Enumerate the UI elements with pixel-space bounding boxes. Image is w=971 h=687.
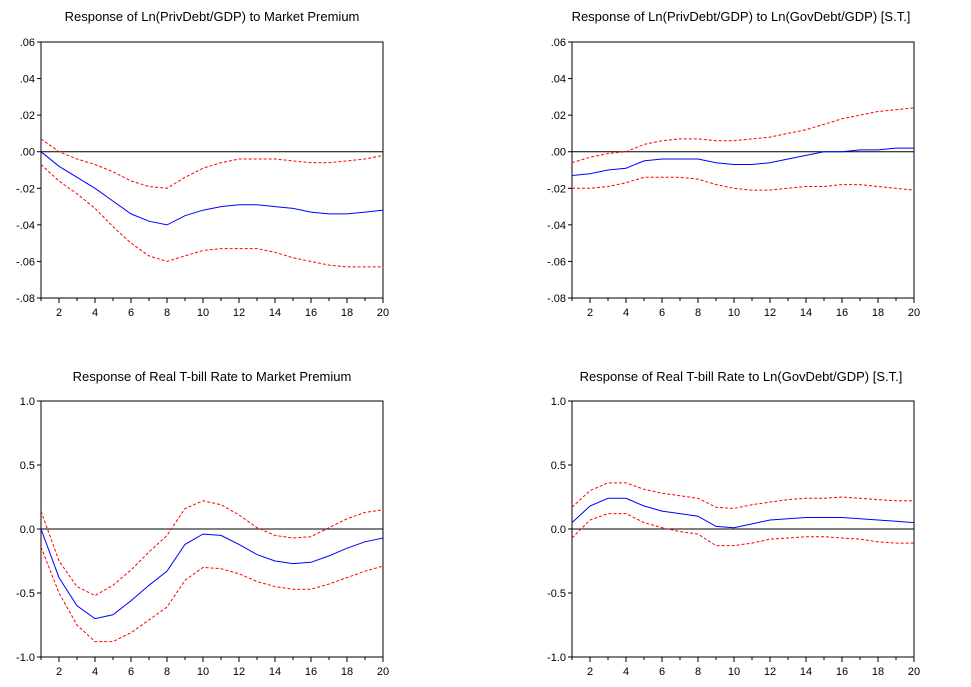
x-tick-label: 10 <box>728 666 740 678</box>
y-tick-label: 0.0 <box>20 524 35 536</box>
x-tick-label: 16 <box>836 666 848 678</box>
x-tick-label: 14 <box>269 307 281 319</box>
x-tick-label: 12 <box>233 307 245 319</box>
y-tick-label: -.08 <box>547 293 566 305</box>
x-tick-label: 18 <box>341 307 353 319</box>
y-tick-label: -.02 <box>547 183 566 195</box>
y-tick-label: .04 <box>551 74 566 86</box>
chart-panel-4: Response of Real T-bill Rate to Ln(GovDe… <box>547 369 920 678</box>
y-tick-label: -.08 <box>16 293 35 305</box>
x-tick-label: 2 <box>587 307 593 319</box>
y-tick-label: .02 <box>20 110 35 122</box>
chart-title: Response of Ln(PrivDebt/GDP) to Ln(GovDe… <box>572 9 911 24</box>
y-tick-label: -1.0 <box>547 652 566 664</box>
lower-band-line <box>40 164 383 268</box>
y-tick-label: .00 <box>20 147 35 159</box>
y-tick-label: .04 <box>20 74 35 86</box>
response-line <box>571 497 915 529</box>
x-tick-label: 16 <box>836 307 848 319</box>
response-line <box>571 147 914 176</box>
x-tick-label: 14 <box>800 307 812 319</box>
y-tick-label: 1.0 <box>551 396 566 408</box>
y-tick-label: 1.0 <box>20 396 35 408</box>
y-tick-label: -.04 <box>547 220 566 232</box>
x-tick-label: 6 <box>659 307 665 319</box>
x-tick-label: 12 <box>764 307 776 319</box>
y-tick-label: -.04 <box>16 220 35 232</box>
x-tick-label: 12 <box>764 666 776 678</box>
x-tick-label: 8 <box>164 307 170 319</box>
x-tick-label: 18 <box>872 666 884 678</box>
y-tick-label: .02 <box>551 110 566 122</box>
chart-title: Response of Real T-bill Rate to Ln(GovDe… <box>580 369 903 384</box>
x-tick-label: 6 <box>128 666 134 678</box>
x-tick-label: 8 <box>164 666 170 678</box>
x-tick-label: 8 <box>695 307 701 319</box>
x-tick-label: 10 <box>197 307 209 319</box>
chart-title: Response of Real T-bill Rate to Market P… <box>73 369 352 384</box>
y-tick-label: -.06 <box>16 256 35 268</box>
y-tick-label: -.06 <box>547 256 566 268</box>
x-tick-label: 16 <box>305 666 317 678</box>
y-tick-label: -0.5 <box>16 588 35 600</box>
x-tick-label: 10 <box>728 307 740 319</box>
lower-band-line <box>572 176 915 191</box>
x-tick-label: 20 <box>377 666 389 678</box>
y-tick-label: 0.5 <box>551 460 566 472</box>
x-tick-label: 2 <box>56 307 62 319</box>
y-tick-label: -.02 <box>16 183 35 195</box>
plot-frame <box>571 41 915 299</box>
y-tick-label: -1.0 <box>16 652 35 664</box>
upper-band-line <box>571 107 915 164</box>
response-line <box>40 528 384 620</box>
y-tick-label: 0.5 <box>20 460 35 472</box>
x-tick-label: 16 <box>305 307 317 319</box>
x-tick-label: 4 <box>92 307 98 319</box>
y-tick-label: 0.0 <box>551 524 566 536</box>
chart-panel-3: Response of Real T-bill Rate to Market P… <box>16 369 389 678</box>
response-line <box>40 151 384 226</box>
x-tick-label: 18 <box>872 307 884 319</box>
chart-title: Response of Ln(PrivDebt/GDP) to Market P… <box>65 9 360 24</box>
x-tick-label: 14 <box>800 666 812 678</box>
x-tick-label: 2 <box>56 666 62 678</box>
x-tick-label: 14 <box>269 666 281 678</box>
x-tick-label: 10 <box>197 666 209 678</box>
x-tick-label: 12 <box>233 666 245 678</box>
x-tick-label: 20 <box>377 307 389 319</box>
x-tick-label: 6 <box>659 666 665 678</box>
y-tick-label: .06 <box>551 37 566 49</box>
x-tick-label: 8 <box>695 666 701 678</box>
x-tick-label: 6 <box>128 307 134 319</box>
x-tick-label: 4 <box>623 307 629 319</box>
x-tick-label: 4 <box>623 666 629 678</box>
upper-band-line <box>40 138 384 189</box>
y-tick-label: -0.5 <box>547 588 566 600</box>
x-tick-label: 20 <box>908 666 920 678</box>
lower-band-line <box>40 546 384 643</box>
chart-panel-1: Response of Ln(PrivDebt/GDP) to Market P… <box>16 9 389 319</box>
upper-band-line <box>571 482 914 510</box>
x-tick-label: 18 <box>341 666 353 678</box>
y-tick-label: .06 <box>20 37 35 49</box>
y-tick-label: .00 <box>551 147 566 159</box>
x-tick-label: 2 <box>587 666 593 678</box>
x-tick-label: 20 <box>908 307 920 319</box>
lower-band-line <box>571 513 914 547</box>
plot-frame <box>40 41 384 299</box>
chart-panel-2: Response of Ln(PrivDebt/GDP) to Ln(GovDe… <box>547 9 920 319</box>
upper-band-line <box>40 500 384 597</box>
x-tick-label: 4 <box>92 666 98 678</box>
